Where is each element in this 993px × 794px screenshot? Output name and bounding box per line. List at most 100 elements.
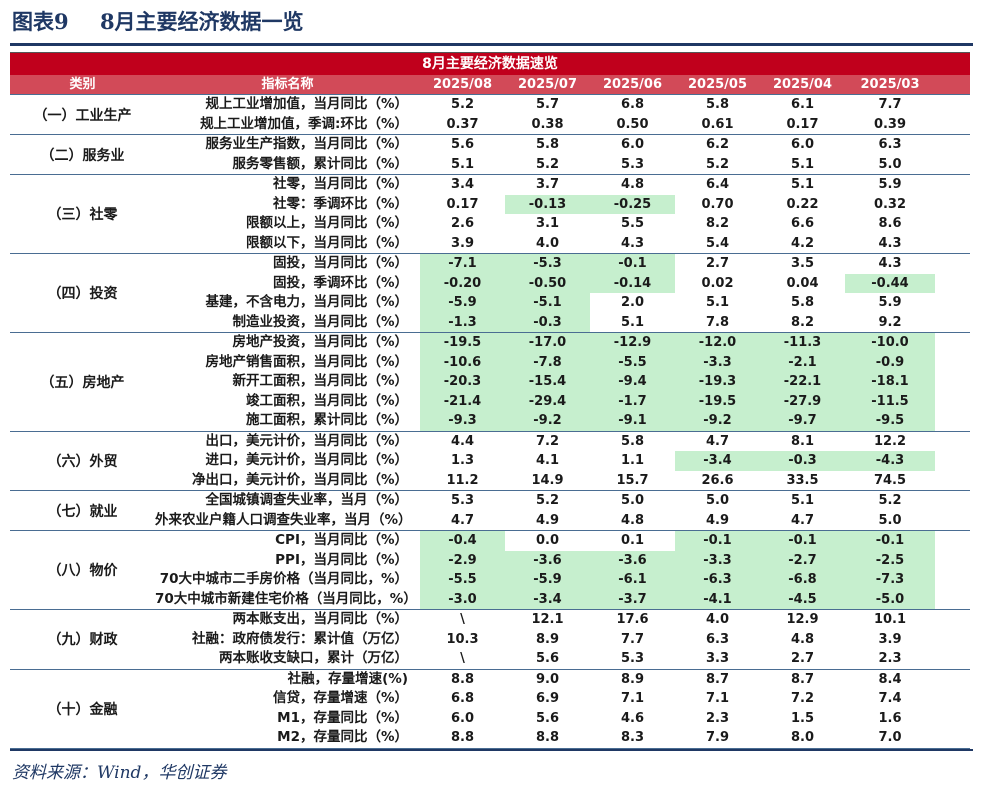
indicator-name: 固投，季调环比（%） xyxy=(272,274,408,291)
table-row: 限额以上，当月同比（%） 2.6 3.1 5.5 8.2 6.6 8.6 xyxy=(155,214,970,234)
value-cell: 2.0 xyxy=(620,295,645,310)
indicator-name: 全国城镇调查失业率，当月（%） xyxy=(205,492,408,508)
table-group: （五）房地产 房地产投资，当月同比（%） -19.5 -17.0 -12.9 -12.0-… xyxy=(10,332,970,431)
table-row: 社零，当月同比（%） 3.4 3.7 4.8 6.4 5.1 5.9 xyxy=(155,175,970,195)
category-cell: （七）就业 xyxy=(10,491,155,530)
indicator-name: 限额以上，当月同比（%） xyxy=(245,215,408,231)
value-cell: 2.3 xyxy=(705,710,730,726)
value-cell: 5.8 xyxy=(620,433,645,449)
value-cell: 8.9 xyxy=(620,671,645,687)
value-cell: 5.1 xyxy=(705,295,730,310)
value-cell: 10.3 xyxy=(446,631,479,647)
value-cell: -2.9 xyxy=(420,550,505,570)
value-cell: 9.0 xyxy=(535,671,560,687)
indicator-name: 基建，不含电力，当月同比（%） xyxy=(205,294,408,310)
value-cell: -22.1 xyxy=(760,372,845,392)
value-cell: 2.3 xyxy=(878,651,902,666)
value-cell: 5.1 xyxy=(620,314,645,330)
value-cell: 5.8 xyxy=(705,97,730,112)
value-cell: 5.3 xyxy=(450,493,475,508)
table-row: 限额以下，当月同比（%） 3.9 4.0 4.3 5.4 4.2 4.3 xyxy=(155,234,970,254)
value-cell: 8.1 xyxy=(790,433,815,449)
value-cell: -3.3 xyxy=(675,352,760,372)
value-cell: 5.2 xyxy=(535,156,560,172)
value-cell: 0.39 xyxy=(873,116,907,132)
value-cell: 11.2 xyxy=(446,472,479,488)
value-cell: -4.5 xyxy=(760,589,845,609)
value-cell: 4.4 xyxy=(450,433,475,449)
value-cell: 5.0 xyxy=(878,156,902,172)
value-cell: -15.4 xyxy=(505,372,590,392)
table-row: 进口，美元计价，当月同比（%） 1.3 4.1 1.1 -3.4 -0.3 -4.3 xyxy=(155,451,970,471)
value-cell: \ xyxy=(460,612,465,627)
value-cell: -3.4 xyxy=(505,589,590,609)
value-cell: 5.1 xyxy=(790,156,815,172)
value-cell: 14.9 xyxy=(531,472,564,488)
value-cell: 1.6 xyxy=(878,710,902,726)
indicator-name: 房地产销售面积，当月同比（%） xyxy=(205,353,408,370)
value-cell: -11.5 xyxy=(845,391,935,411)
indicator-name: 70大中城市二手房价格（当月同比，%） xyxy=(159,571,408,587)
value-cell: -9.4 xyxy=(590,372,675,392)
value-cell: -10.6 xyxy=(420,352,505,372)
value-cell: 6.3 xyxy=(878,137,902,152)
value-cell: 8.3 xyxy=(620,730,645,745)
value-cell: -5.9 xyxy=(505,570,590,590)
value-cell: 6.3 xyxy=(705,631,730,647)
category-cell: （九）财政 xyxy=(10,610,155,669)
value-cell: 2.7 xyxy=(790,651,815,666)
value-cell: 5.6 xyxy=(450,137,475,152)
value-cell: 8.4 xyxy=(878,671,902,687)
value-cell: 2.6 xyxy=(450,216,475,231)
table-banner: 8月主要经济数据速览 xyxy=(10,52,970,75)
value-cell: -2.5 xyxy=(845,550,935,570)
value-cell: -3.4 xyxy=(675,451,760,471)
category-cell: （一）工业生产 xyxy=(10,95,155,134)
value-cell: 4.9 xyxy=(535,512,560,528)
value-cell: 6.0 xyxy=(450,710,475,726)
value-cell: 4.3 xyxy=(620,235,645,251)
table-group: （四）投资 固投，当月同比（%） -7.1 -5.3 -0.1 2.7 3.5 4.3 固投，季… xyxy=(10,253,970,332)
value-cell: 12.1 xyxy=(531,612,564,627)
source-divider xyxy=(10,749,973,751)
value-cell: -17.0 xyxy=(505,333,590,353)
value-cell: 4.6 xyxy=(620,710,645,726)
value-cell: -21.4 xyxy=(420,391,505,411)
table-row: 基建，不含电力，当月同比（%） -5.9 -5.1 2.0 5.1 5.8 5.9 xyxy=(155,293,970,313)
indicator-name: 制造业投资，当月同比（%） xyxy=(232,313,408,330)
header-period: 2025/08 xyxy=(432,77,493,92)
value-cell: -4.1 xyxy=(675,589,760,609)
indicator-name: 服务业生产指数，当月同比（%） xyxy=(205,136,408,152)
value-cell: 7.8 xyxy=(705,314,730,330)
value-cell: 3.5 xyxy=(790,256,815,271)
value-cell: -0.4 xyxy=(420,531,505,551)
header-period: 2025/06 xyxy=(602,77,663,92)
value-cell: 4.9 xyxy=(705,512,730,528)
value-cell: 7.0 xyxy=(878,730,902,745)
indicator-name: M2，存量同比（%） xyxy=(277,729,408,745)
value-cell: -9.7 xyxy=(760,411,845,431)
figure-label: 图表9 xyxy=(12,9,69,34)
value-cell: 5.6 xyxy=(535,651,560,666)
value-cell: 4.8 xyxy=(790,631,815,647)
table-row: 70大中城市二手房价格（当月同比，%） -5.5 -5.9 -6.1 -6.3 -6.8-… xyxy=(155,570,970,590)
header-category: 类别 xyxy=(69,77,96,92)
value-cell: -19.5 xyxy=(675,391,760,411)
value-cell: 15.7 xyxy=(616,472,649,488)
value-cell: -0.1 xyxy=(675,531,760,551)
table-group: （一）工业生产 规上工业增加值，当月同比（%） 5.2 5.7 6.8 5.8 6.1 7.7… xyxy=(10,94,970,134)
table-group: （七）就业 全国城镇调查失业率，当月（%） 5.3 5.2 5.0 5.0 5.1 5.2 外来… xyxy=(10,490,970,530)
indicator-name: 两本账支出，当月同比（%） xyxy=(232,611,408,627)
table-group: （二）服务业 服务业生产指数，当月同比（%） 5.6 5.8 6.0 6.2 6.0 6.3 服… xyxy=(10,134,970,174)
value-cell: 0.02 xyxy=(701,275,734,291)
value-cell: -12.9 xyxy=(590,333,675,353)
category-cell: （十）金融 xyxy=(10,669,155,748)
table-row: 房地产投资，当月同比（%） -19.5 -17.0 -12.9 -12.0 -11.3 -1… xyxy=(155,333,970,353)
value-cell: 6.8 xyxy=(620,97,645,112)
value-cell: 5.6 xyxy=(535,710,560,726)
category-cell: （八）物价 xyxy=(10,531,155,609)
economic-data-table: 8月主要经济数据速览 类别 指标名称 2025/08 2025/07 2025/… xyxy=(10,52,970,749)
value-cell: -1.3 xyxy=(420,312,505,332)
value-cell: 4.7 xyxy=(450,512,475,528)
value-cell: 0.61 xyxy=(701,116,734,132)
